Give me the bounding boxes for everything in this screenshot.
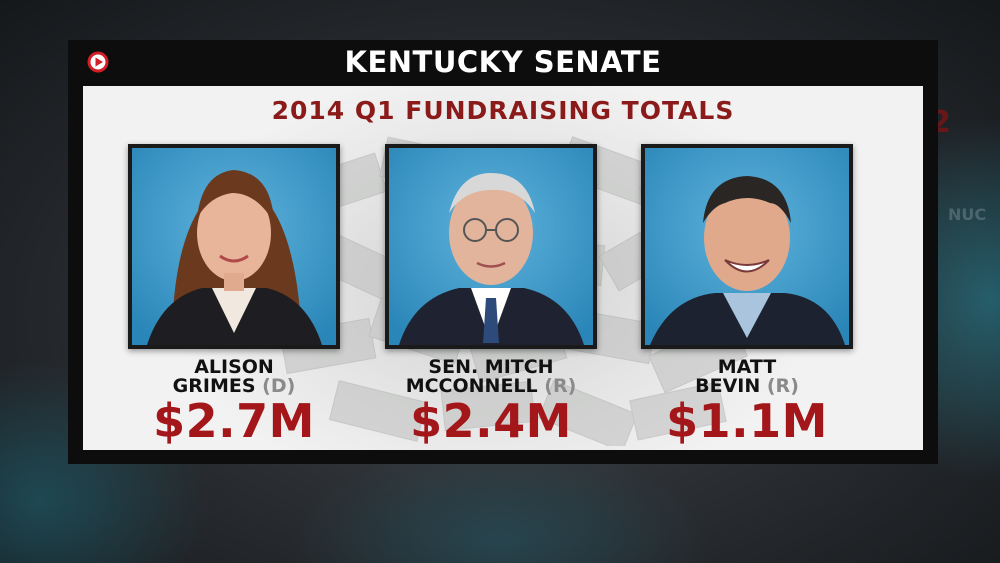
candidate-name-line1: ALISON: [194, 356, 274, 378]
candidate-portrait: [389, 148, 593, 345]
candidate-party: (D): [262, 375, 296, 397]
candidate-name-line1: MATT: [717, 356, 777, 378]
graphic-title: KENTUCKY SENATE: [344, 45, 662, 79]
candidate-name: SEN. MITCH MCCONNELL (R): [385, 358, 597, 396]
candidate-name-line2: GRIMES: [172, 375, 256, 397]
fundraising-amount: $2.7M: [153, 394, 315, 448]
candidate-name-line2: MCCONNELL: [405, 375, 538, 397]
candidate-party: (R): [766, 375, 799, 397]
candidate-name-line1: SEN. MITCH: [428, 356, 554, 378]
title-bar: KENTUCKY SENATE: [68, 40, 938, 84]
candidate-name: ALISON GRIMES (D): [128, 358, 340, 396]
candidate-name-line2: BEVIN: [695, 375, 761, 397]
content-panel: 2014 Q1 FUNDRAISING TOTALS: [83, 86, 923, 450]
candidate-photo-frame: [128, 144, 340, 349]
candidate-portrait: [132, 148, 336, 345]
candidate-portrait: [645, 148, 849, 345]
candidate-name: MATT BEVIN (R): [641, 358, 853, 396]
graphic-frame: KENTUCKY SENATE: [68, 40, 938, 464]
fundraising-amount: $2.4M: [410, 394, 572, 448]
candidate-photo-frame: [385, 144, 597, 349]
candidate-party: (R): [544, 375, 577, 397]
play-button-icon: [87, 51, 109, 73]
graphic-subtitle: 2014 Q1 FUNDRAISING TOTALS: [271, 96, 735, 125]
candidate-photo-frame: [641, 144, 853, 349]
fundraising-amount: $1.1M: [666, 394, 828, 448]
background-ghost-text: NUC: [948, 205, 987, 224]
